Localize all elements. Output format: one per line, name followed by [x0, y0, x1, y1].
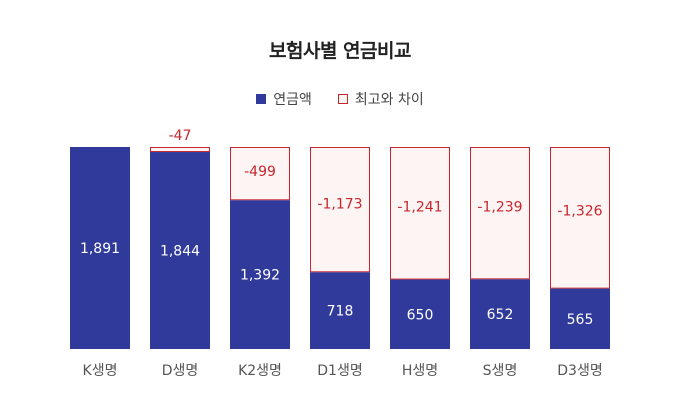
bar-gap	[230, 147, 290, 201]
data-label-gap: -1,241	[397, 200, 442, 216]
bar-pension	[70, 147, 130, 349]
legend-item-gap: 최고와 차이	[337, 89, 424, 109]
bar-pension	[310, 272, 370, 349]
bar-gap	[310, 147, 370, 273]
x-tick-label: K생명	[83, 363, 118, 379]
data-label-pension: 565	[567, 312, 594, 328]
data-label-gap: -1,239	[477, 200, 522, 216]
chart-title: 보험사별 연금비교	[269, 40, 411, 62]
x-tick-label: H생명	[402, 363, 438, 379]
legend-swatch-gap	[337, 94, 348, 104]
bar-pension	[390, 279, 450, 349]
bar-gap	[150, 147, 210, 153]
data-label-pension: 1,891	[80, 241, 120, 257]
x-tick-label: K2생명	[238, 363, 282, 379]
legend-item-pension: 연금액	[256, 89, 312, 109]
data-label-pension: 650	[407, 307, 434, 323]
bar-gap	[550, 147, 610, 289]
data-label-pension: 1,844	[160, 244, 200, 260]
x-tick-label: S생명	[483, 363, 518, 379]
bar-pension	[550, 288, 610, 349]
x-tick-label: D생명	[162, 363, 199, 379]
data-label-gap: -1,173	[317, 196, 362, 212]
data-label-gap: -1,326	[557, 204, 602, 220]
data-label-pension: 1,392	[240, 268, 280, 284]
bar-pension	[470, 279, 530, 349]
legend-label-pension: 연금액	[273, 92, 312, 108]
x-tick-label: D1생명	[317, 363, 362, 379]
bar-pension	[150, 152, 210, 349]
legend-label-gap: 최고와 차이	[354, 92, 424, 108]
data-label-pension: 718	[327, 304, 354, 320]
bar-pension	[230, 200, 290, 349]
bar-gap	[470, 147, 530, 280]
x-tick-label: D3생명	[557, 363, 602, 379]
data-label-gap: -499	[244, 164, 276, 180]
bar-gap	[390, 147, 450, 280]
legend: 연금액 최고와 차이	[0, 89, 680, 109]
data-label-gap: -47	[169, 128, 192, 144]
legend-swatch-pension	[256, 94, 267, 104]
data-label-pension: 652	[487, 307, 514, 323]
